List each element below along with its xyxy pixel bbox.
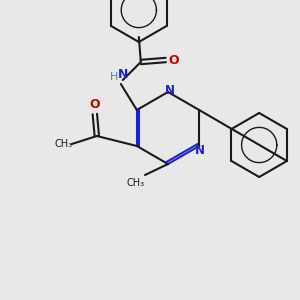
Text: N: N <box>118 68 128 80</box>
Text: N: N <box>165 83 175 97</box>
Text: N: N <box>195 145 205 158</box>
Text: H: H <box>110 72 118 82</box>
Text: O: O <box>169 53 179 67</box>
Text: CH₃: CH₃ <box>127 178 145 188</box>
Text: CH₃: CH₃ <box>55 139 73 149</box>
Text: O: O <box>89 98 100 110</box>
